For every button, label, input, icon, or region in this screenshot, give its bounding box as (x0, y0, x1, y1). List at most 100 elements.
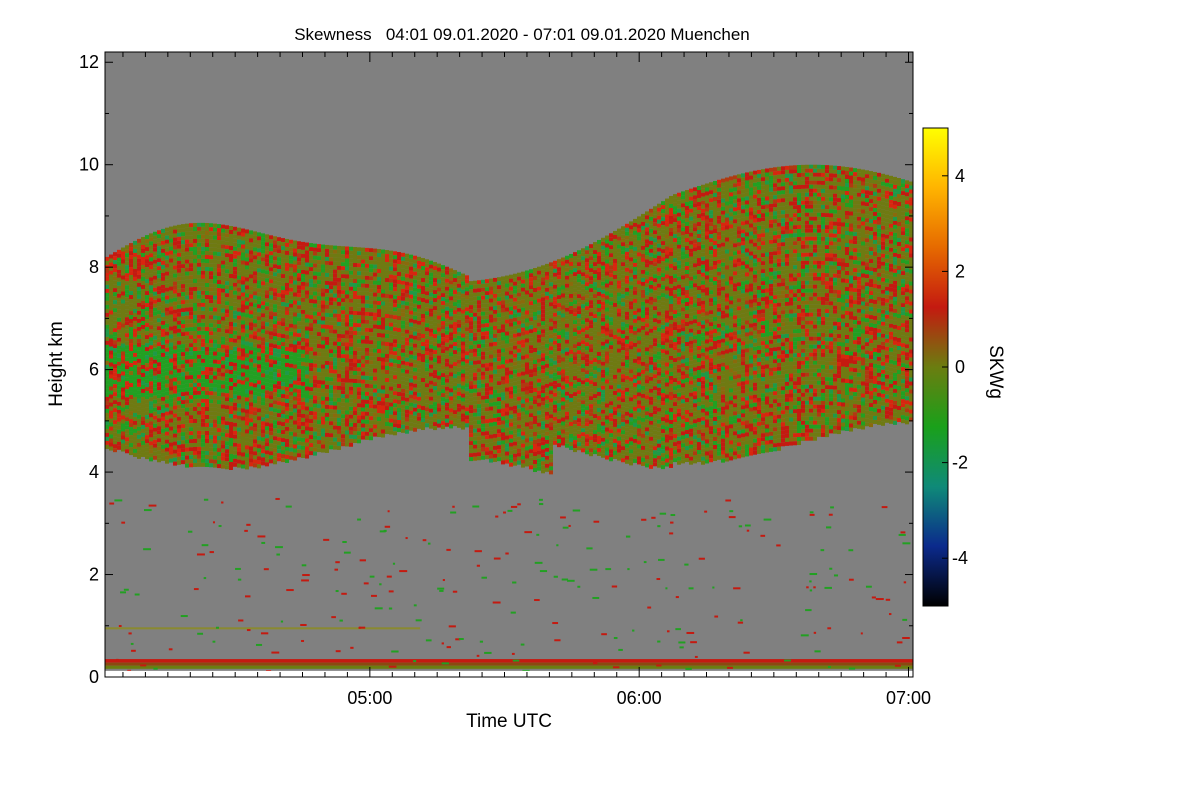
heat-cell (221, 272, 225, 277)
heat-cell (349, 342, 353, 347)
heat-cell (165, 431, 169, 436)
heat-cell (113, 328, 117, 333)
heat-cell (193, 442, 197, 447)
heat-cell (285, 330, 289, 335)
heat-cell (389, 410, 393, 415)
heat-cell (277, 337, 281, 342)
heat-cell (269, 259, 273, 264)
heat-cell (289, 247, 293, 252)
heat-cell (361, 303, 365, 308)
heat-cell (373, 340, 377, 345)
heat-cell (413, 283, 417, 288)
heat-cell (461, 349, 465, 354)
heat-cell (293, 320, 297, 325)
heat-cell (445, 270, 449, 275)
heat-cell (457, 375, 461, 380)
heat-cell (301, 429, 305, 434)
heat-cell (417, 256, 421, 261)
heat-cell (413, 395, 417, 400)
heat-cell (413, 383, 417, 388)
heat-cell (269, 395, 273, 400)
heat-cell (185, 419, 189, 424)
heat-cell (229, 245, 233, 250)
heat-cell (261, 377, 265, 382)
heat-cell (149, 413, 153, 418)
heat-cell (145, 343, 149, 348)
heat-cell (165, 391, 169, 396)
heat-cell (349, 314, 353, 319)
heat-cell (369, 340, 373, 345)
heat-cell (129, 447, 133, 452)
heat-cell (365, 251, 369, 256)
heat-cell (369, 436, 373, 441)
heat-cell (197, 274, 201, 279)
heat-cell (461, 313, 465, 318)
heat-cell (361, 379, 365, 384)
heat-cell (233, 258, 237, 263)
heat-cell (341, 342, 345, 347)
heat-cell (369, 288, 373, 293)
heat-cell (265, 254, 269, 259)
heat-cell (189, 451, 193, 456)
heat-cell (169, 378, 173, 383)
heat-cell (393, 299, 397, 304)
heat-cell (205, 363, 209, 368)
heat-cell (457, 391, 461, 396)
heat-cell (117, 405, 121, 410)
heat-cell (425, 287, 429, 292)
heat-cell (125, 345, 129, 350)
heat-cell (341, 362, 345, 367)
heat-cell (285, 246, 289, 251)
heat-cell (277, 417, 281, 422)
heat-cell (225, 405, 229, 410)
heat-cell (197, 306, 201, 311)
heat-cell (245, 237, 249, 242)
heat-cell (141, 304, 145, 309)
heat-cell (285, 342, 289, 347)
heat-cell (133, 392, 137, 397)
heat-cell (237, 287, 241, 292)
heat-cell (309, 419, 313, 424)
heat-cell (381, 281, 385, 286)
heat-cell (461, 393, 465, 398)
heat-cell (357, 295, 361, 300)
heat-cell (321, 444, 325, 449)
heat-cell (221, 256, 225, 261)
heat-cell (349, 246, 353, 251)
heat-cell (285, 298, 289, 303)
heat-cell (421, 278, 425, 283)
heat-cell (173, 285, 177, 290)
heat-cell (309, 287, 313, 292)
heat-cell (337, 425, 341, 430)
heat-cell (341, 254, 345, 259)
heat-cell (469, 433, 473, 438)
heat-cell (385, 394, 389, 399)
heat-cell (437, 387, 441, 392)
heat-cell (141, 428, 145, 433)
heat-cell (389, 406, 393, 411)
heat-cell (169, 402, 173, 407)
heat-cell (245, 429, 249, 434)
heat-cell (349, 262, 353, 267)
heat-cell (381, 377, 385, 382)
heat-cell (373, 352, 377, 357)
heat-cell (197, 302, 201, 307)
heat-cell (333, 429, 337, 434)
heat-cell (337, 441, 341, 446)
heat-cell (313, 359, 317, 364)
heat-cell (437, 355, 441, 360)
heat-cell (109, 338, 113, 343)
heat-cell (325, 384, 329, 389)
heat-cell (241, 448, 245, 453)
heat-cell (461, 369, 465, 374)
heat-cell (185, 459, 189, 464)
heat-cell (269, 283, 273, 288)
heat-cell (209, 247, 213, 252)
heat-cell (229, 229, 233, 234)
heat-cell (337, 293, 341, 298)
heat-cell (141, 424, 145, 429)
heat-cell (405, 345, 409, 350)
heat-cell (337, 373, 341, 378)
heat-cell (149, 241, 153, 246)
heat-cell (477, 408, 481, 413)
